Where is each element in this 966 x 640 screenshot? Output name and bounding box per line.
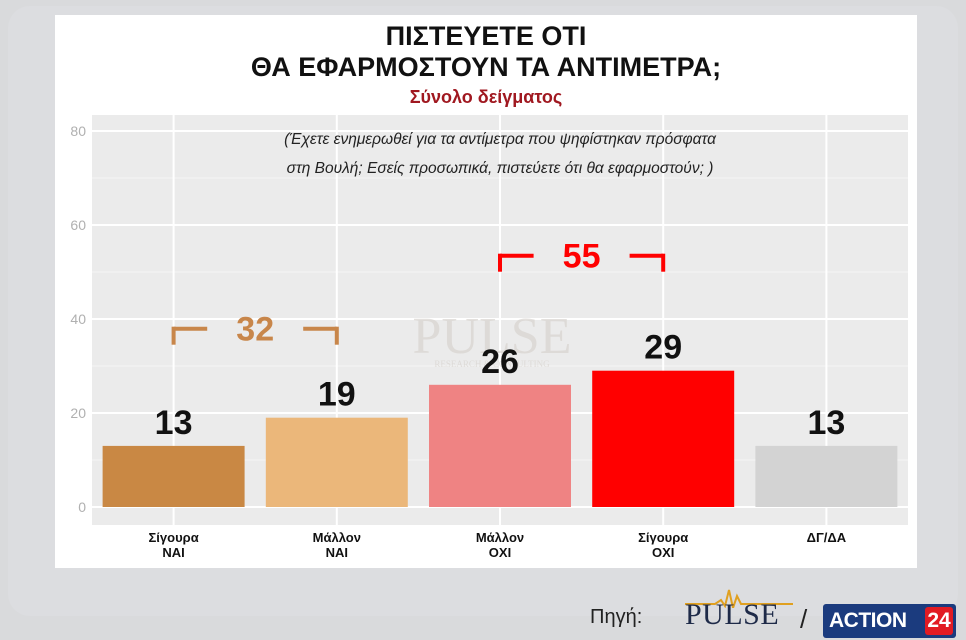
x-tick-label: Σίγουρα — [149, 530, 199, 545]
pulse-wave-icon — [685, 589, 793, 608]
separator: / — [800, 604, 808, 634]
bar-value-label: 29 — [644, 329, 682, 367]
bar — [755, 445, 898, 507]
action24-logo: ACTION 24 — [823, 604, 956, 638]
watermark-tagline: RESEARCH & CONSULTING — [434, 359, 550, 369]
x-tick-label: Σίγουρα — [638, 530, 688, 545]
x-tick-label: ΟΧΙ — [489, 545, 511, 560]
bar-value-label: 26 — [481, 343, 519, 381]
chart-title-line2: ΘΑ ΕΦΑΡΜΟΣΤΟΥΝ ΤΑ ΑΝΤΙΜΕΤΡΑ; — [250, 52, 722, 82]
x-tick-label: Μάλλον — [476, 530, 524, 545]
question-line2: στη Βουλή; Εσείς προσωπικά, πιστεύετε ότ… — [287, 160, 714, 177]
watermark-brand: PULSE — [413, 308, 572, 365]
bar — [265, 417, 408, 507]
bar — [429, 384, 571, 507]
x-tick-label: ΔΓ/ΔΑ — [807, 530, 847, 545]
y-tick-label: 40 — [70, 311, 86, 327]
x-tick-label: ΟΧΙ — [652, 545, 674, 560]
bar-value-label: 19 — [318, 376, 356, 414]
chart-subtitle: Σύνολο δείγματος — [409, 87, 563, 107]
action24-logo-number: 24 — [925, 607, 953, 635]
group-total-label: 32 — [236, 311, 274, 349]
pulse-logo-text: PULSE — [685, 598, 780, 631]
y-tick-label: 0 — [78, 499, 86, 515]
bar-value-label: 13 — [155, 404, 193, 442]
y-tick-label: 20 — [70, 405, 86, 421]
bar — [102, 445, 245, 507]
bar — [592, 370, 735, 507]
action24-logo-text: ACTION — [829, 609, 907, 632]
y-tick-label: 60 — [70, 217, 86, 233]
x-tick-label: ΝΑΙ — [162, 545, 184, 560]
y-tick-label: 80 — [70, 123, 86, 139]
group-total-label: 55 — [563, 238, 601, 276]
question-line1: (Έχετε ενημερωθεί για τα αντίμετρα που ψ… — [284, 131, 717, 148]
x-tick-label: Μάλλον — [313, 530, 361, 545]
chart-card: ΠΙΣΤΕΥΕΤΕ ΟΤΙ ΘΑ ΕΦΑΡΜΟΣΤΟΥΝ ΤΑ ΑΝΤΙΜΕΤΡ… — [55, 15, 917, 568]
chart-title-line1: ΠΙΣΤΕΥΕΤΕ ΟΤΙ — [385, 21, 587, 51]
pulse-logo: PULSE — [685, 586, 793, 636]
source-label: Πηγή: — [590, 606, 643, 628]
x-tick-label: ΝΑΙ — [326, 545, 348, 560]
bar-value-label: 13 — [807, 404, 845, 442]
